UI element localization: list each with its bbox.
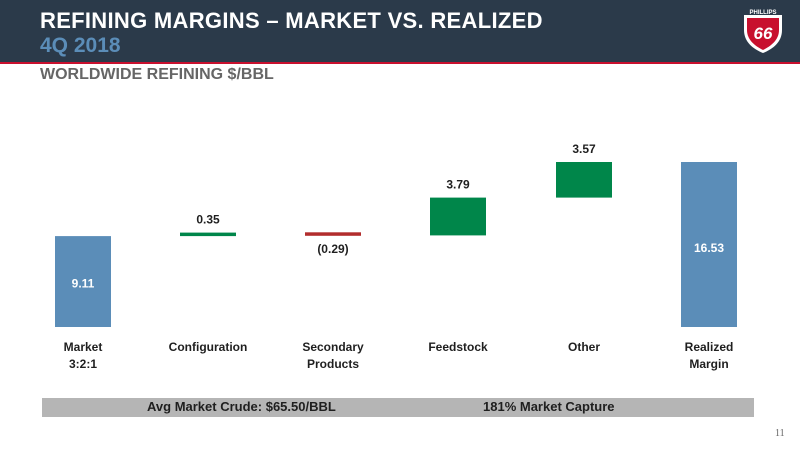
category-label-5-1: Margin	[689, 357, 728, 371]
category-label-1-0: Configuration	[169, 340, 248, 354]
bar-2	[305, 232, 361, 236]
header-rule	[0, 62, 800, 64]
category-label-5-0: Realized	[685, 340, 734, 354]
data-label-0: 9.11	[72, 276, 95, 290]
category-label-4-0: Other	[568, 340, 600, 354]
logo-text-main: 66	[754, 24, 773, 43]
data-label-3: 3.79	[446, 178, 470, 192]
category-label-0-1: 3:2:1	[69, 357, 97, 371]
category-label-3-0: Feedstock	[428, 340, 488, 354]
page-subtitle: 4Q 2018	[40, 34, 121, 57]
bar-3	[430, 197, 486, 236]
phillips-66-logo: PHILLIPS 66	[744, 10, 782, 53]
category-label-2-1: Products	[307, 357, 359, 371]
page-title: REFINING MARGINS – MARKET VS. REALIZED	[40, 8, 543, 33]
data-label-2: (0.29)	[317, 242, 348, 256]
header-bar: REFINING MARGINS – MARKET VS. REALIZED 4…	[0, 0, 800, 62]
logo-text-top: PHILLIPS	[749, 10, 776, 16]
data-label-1: 0.35	[196, 213, 220, 227]
bar-1	[180, 232, 236, 237]
footer-bar: Avg Market Crude: $65.50/BBL 181% Market…	[42, 398, 754, 417]
market-capture: 181% Market Capture	[483, 399, 615, 414]
avg-market-crude: Avg Market Crude: $65.50/BBL	[147, 399, 336, 414]
bar-0	[55, 236, 111, 327]
data-label-4: 3.57	[572, 142, 596, 156]
section-title: WORLDWIDE REFINING $/BBL	[40, 66, 274, 83]
category-label-2-0: Secondary	[302, 340, 364, 354]
bar-4	[556, 162, 612, 198]
category-label-0-0: Market	[64, 340, 103, 354]
data-label-5: 16.53	[694, 241, 724, 255]
page-number: 11	[775, 428, 785, 439]
bar-5	[681, 162, 737, 327]
